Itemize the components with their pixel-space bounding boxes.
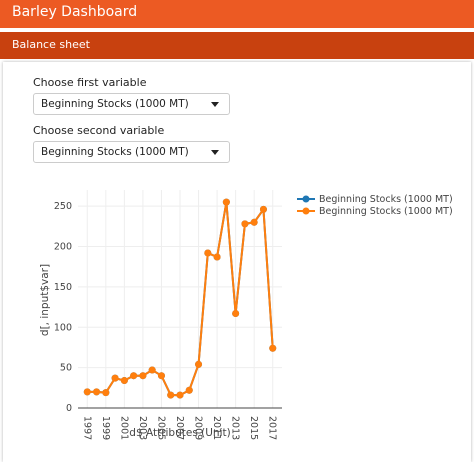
y-tick-label: 250 [54, 201, 72, 212]
select-value: Beginning Stocks (1000 MT) [41, 146, 189, 158]
legend-marker [302, 207, 310, 215]
dropdown-arrow [211, 150, 219, 155]
data-point [259, 205, 267, 213]
data-point [195, 360, 203, 368]
legend-marker [302, 195, 310, 203]
panel [3, 62, 471, 462]
x-axis-label: d$ Attributes (Unit) [129, 427, 230, 439]
x-tick-label: 2005 [155, 416, 166, 440]
legend-label: Beginning Stocks (1000 MT) [319, 206, 453, 217]
x-tick-label: 2011 [211, 416, 222, 440]
data-point [241, 220, 249, 228]
data-point [176, 391, 184, 399]
x-tick-label: 2001 [118, 416, 129, 440]
x-tick-label: 2003 [137, 416, 148, 440]
data-point [250, 218, 258, 226]
control-label: Choose second variable [33, 124, 165, 137]
select[interactable]: Beginning Stocks (1000 MT) [33, 93, 230, 115]
legend-label: Beginning Stocks (1000 MT) [319, 194, 453, 205]
data-point [148, 366, 156, 374]
control-label: Choose first variable [33, 76, 147, 89]
y-tick-label: 200 [54, 242, 72, 253]
y-tick-label: 100 [54, 322, 72, 333]
data-point [222, 198, 230, 206]
y-tick-label: 50 [60, 363, 72, 374]
data-point [120, 377, 128, 385]
data-point [83, 388, 91, 396]
data-point [185, 386, 193, 394]
data-point [213, 253, 221, 261]
x-tick-label: 2015 [248, 416, 259, 440]
tab[interactable]: Balance sheet [0, 32, 474, 59]
data-point [93, 388, 101, 396]
data-point [232, 310, 240, 318]
data-point [167, 391, 175, 399]
y-axis-label: d[, input$var] [39, 264, 51, 336]
select[interactable]: Beginning Stocks (1000 MT) [33, 141, 230, 163]
x-tick-label: 2013 [230, 416, 241, 440]
select-value: Beginning Stocks (1000 MT) [41, 98, 189, 110]
data-point [102, 389, 110, 397]
data-point [269, 344, 277, 352]
x-tick-label: 2009 [193, 416, 204, 440]
data-point [111, 374, 119, 382]
x-tick-label: 1999 [100, 416, 111, 440]
y-tick-label: 0 [66, 403, 72, 414]
data-point [204, 249, 212, 257]
data-point [139, 372, 147, 380]
x-tick-label: 1997 [81, 416, 92, 440]
app-header: Barley Dashboard [0, 0, 474, 28]
y-tick-label: 150 [54, 282, 72, 293]
data-point [130, 372, 138, 380]
x-tick-label: 2007 [174, 416, 185, 440]
x-tick-label: 2017 [267, 416, 278, 440]
data-point [157, 372, 165, 380]
dropdown-arrow [211, 102, 219, 107]
